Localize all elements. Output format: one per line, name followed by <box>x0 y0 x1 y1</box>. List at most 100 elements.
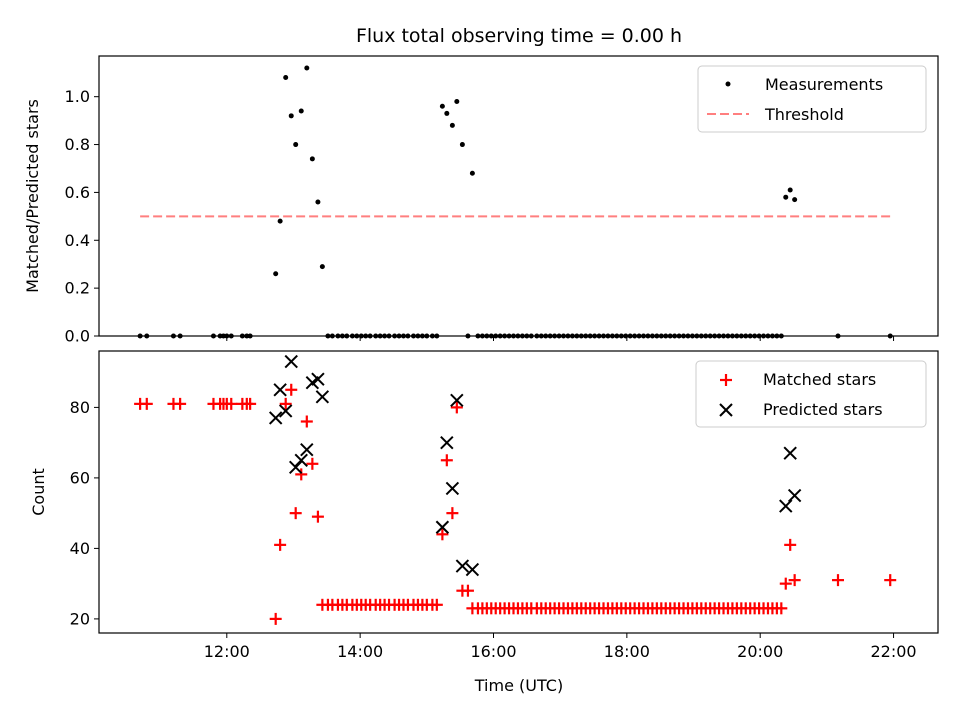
measurement-point <box>444 110 450 116</box>
measurement-point <box>288 113 294 119</box>
measurement-point <box>315 199 321 205</box>
counts-y-ticks: 20 40 60 80 <box>70 398 99 628</box>
measurement-point <box>293 142 299 148</box>
matched-stars-point <box>884 574 897 587</box>
predicted-stars-point <box>787 488 802 503</box>
predicted-stars-point <box>273 383 287 397</box>
legend-measurements-label: Measurements <box>765 75 883 94</box>
matched-stars-point <box>775 602 788 615</box>
matched-stars-point <box>311 510 324 523</box>
x-tick-label: 22:00 <box>870 642 916 661</box>
x-tick-label: 14:00 <box>337 642 383 661</box>
counts-legend: Matched stars Predicted stars <box>695 360 927 428</box>
matched-stars-point <box>306 457 319 470</box>
predicted-stars-point <box>278 404 293 418</box>
counts-y-axis-label: Count <box>29 468 48 516</box>
matched-stars-point <box>779 577 792 590</box>
measurements-x-ticks <box>226 336 895 341</box>
matched-stars-point <box>285 383 298 396</box>
matched-stars-point <box>430 598 443 611</box>
matched-stars-point <box>289 507 302 520</box>
measurement-point <box>304 65 310 71</box>
matched-stars-point <box>436 528 449 541</box>
matched-stars-point <box>140 397 153 410</box>
y-tick-label: 20 <box>70 609 90 628</box>
legend-predicted-label: Predicted stars <box>763 400 883 419</box>
measurement-point <box>469 170 475 176</box>
measurements-y-axis-label: Matched/Predicted stars <box>23 99 42 293</box>
predicted-stars-point <box>779 499 793 513</box>
predicted-stars-point <box>284 354 298 369</box>
matched-stars-point <box>450 401 463 414</box>
measurement-point <box>319 264 325 270</box>
chart-title: Flux total observing time = 0.00 h <box>356 25 682 47</box>
legend-predicted-marker <box>719 403 733 417</box>
y-tick-label: 60 <box>70 468 90 487</box>
matched-stars-point <box>295 468 308 481</box>
y-tick-label: 1.0 <box>65 87 90 106</box>
y-tick-label: 0.6 <box>65 183 90 202</box>
matched-stars-point <box>300 415 313 428</box>
series-predicted-stars <box>268 354 802 577</box>
counts-x-ticks: 12:00 14:00 16:00 18:00 20:00 22:00 <box>204 633 917 661</box>
measurement-point <box>273 271 279 277</box>
measurement-point <box>283 75 289 81</box>
series-matched-stars <box>134 383 897 625</box>
matched-stars-point <box>174 397 187 410</box>
measurements-y-ticks: 0.0 0.2 0.4 0.6 0.8 1.0 <box>65 87 99 346</box>
matched-stars-point <box>784 538 797 551</box>
measurement-point <box>449 122 455 128</box>
predicted-stars-point <box>440 435 454 450</box>
predicted-stars-point <box>783 446 797 460</box>
x-tick-label: 16:00 <box>470 642 516 661</box>
y-tick-label: 40 <box>70 539 90 558</box>
measurement-point <box>792 197 798 203</box>
predicted-stars-point <box>300 442 314 457</box>
predicted-stars-point <box>455 559 470 573</box>
matched-stars-point <box>269 612 282 625</box>
measurements-panel: 0.0 0.2 0.4 0.6 0.8 1.0 Matched/Predicted sta… <box>23 55 939 346</box>
matched-stars-point <box>788 574 801 587</box>
matched-stars-point <box>461 584 474 597</box>
legend-matched-label: Matched stars <box>763 370 876 389</box>
matched-stars-point <box>244 397 257 410</box>
predicted-stars-point <box>445 481 460 496</box>
legend-threshold-label: Threshold <box>764 105 844 124</box>
predicted-stars-point <box>311 372 325 386</box>
measurements-legend: Measurements Threshold <box>697 65 927 133</box>
matched-stars-point <box>446 507 459 520</box>
predicted-stars-point <box>450 393 464 408</box>
matched-stars-point <box>440 454 453 467</box>
predicted-stars-point <box>465 562 480 577</box>
matched-stars-point <box>831 574 844 587</box>
predicted-stars-point <box>288 460 303 475</box>
y-tick-label: 0.2 <box>65 279 90 298</box>
y-tick-label: 0.4 <box>65 231 90 250</box>
counts-axes-frame <box>98 350 939 634</box>
predicted-stars-point <box>268 411 283 425</box>
x-tick-label: 12:00 <box>204 642 250 661</box>
measurement-point <box>454 98 460 104</box>
matched-stars-point <box>274 538 287 551</box>
legend-measurements-marker <box>725 81 731 87</box>
counts-x-axis-label: Time (UTC) <box>474 676 563 695</box>
x-tick-label: 18:00 <box>604 642 650 661</box>
y-tick-label: 0.0 <box>65 327 90 346</box>
measurement-point <box>298 108 304 114</box>
x-tick-label: 20:00 <box>737 642 783 661</box>
measurements-axes-frame <box>98 55 939 337</box>
measurement-point <box>309 156 315 162</box>
y-tick-label: 80 <box>70 398 90 417</box>
measurement-point <box>277 218 283 224</box>
matched-stars-point <box>225 397 238 410</box>
y-tick-label: 0.8 <box>65 135 90 154</box>
measurement-point <box>787 187 793 193</box>
predicted-stars-point <box>435 520 450 534</box>
measurement-point <box>783 194 789 200</box>
counts-plot-area <box>134 354 897 625</box>
legend-matched-marker <box>720 374 732 386</box>
predicted-stars-point <box>294 453 308 467</box>
predicted-stars-point <box>315 390 330 404</box>
